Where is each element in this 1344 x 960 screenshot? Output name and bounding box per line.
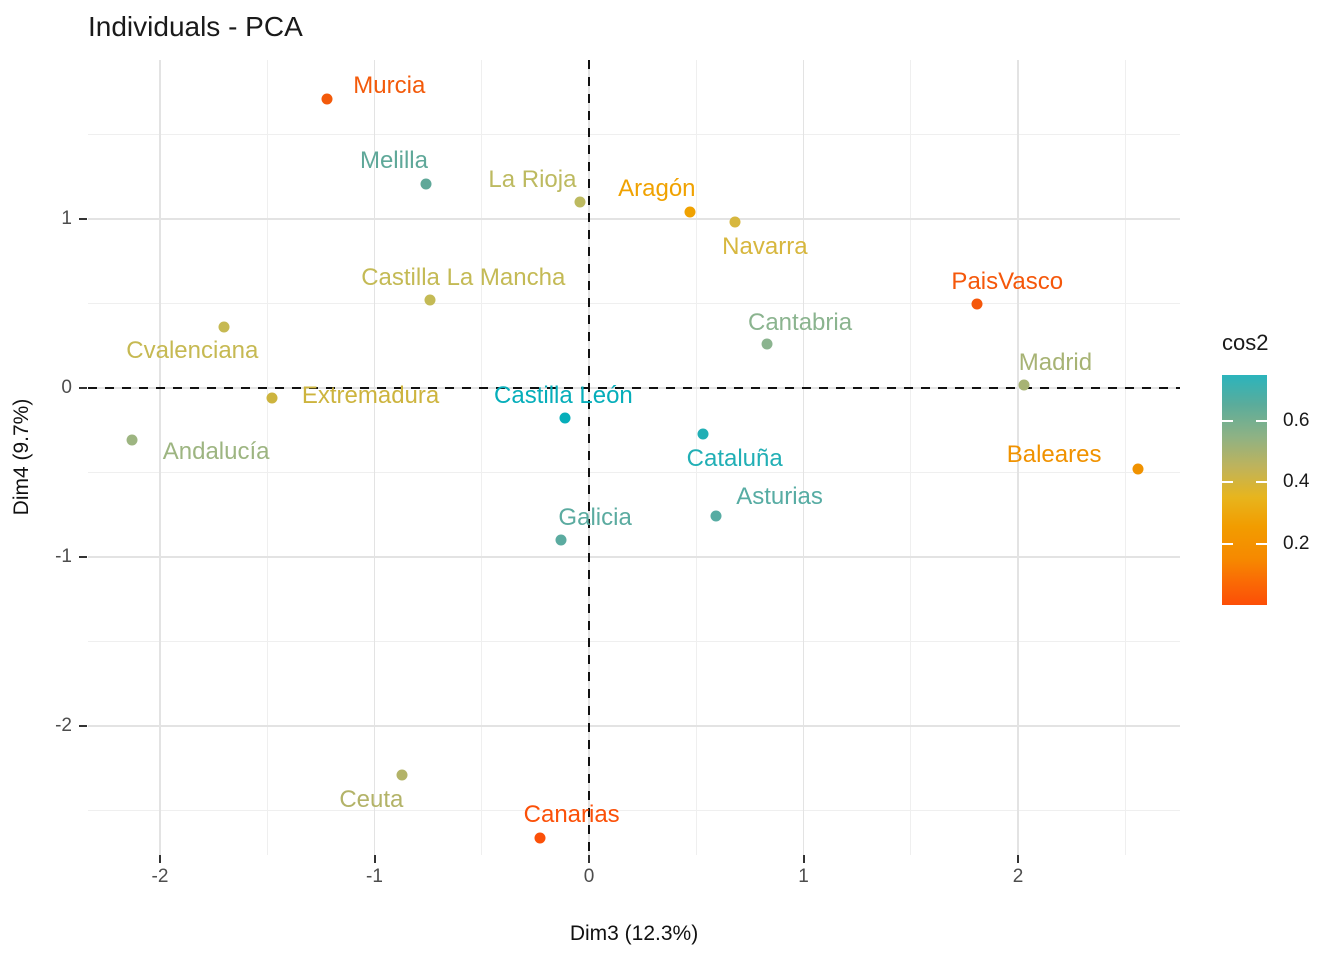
data-point-cataluna (697, 428, 709, 440)
gridline-x-minor (481, 60, 483, 855)
x-tick-label: 2 (1012, 866, 1024, 887)
x-axis-tick (588, 855, 590, 863)
reference-line-y0 (88, 386, 1180, 390)
point-label-paisvasco: PaisVasco (951, 267, 1064, 295)
legend-tick-notch-left (1222, 481, 1233, 484)
gridline-y-minor (88, 472, 1180, 473)
gridline-y-major (88, 725, 1180, 727)
data-point-la-rioja (574, 196, 586, 208)
point-label-la-rioja: La Rioja (488, 166, 577, 194)
gridline-y-minor (88, 641, 1180, 642)
data-point-castilla-la-mancha (424, 294, 436, 306)
gridline-x-major (1017, 60, 1019, 855)
y-tick-label: -2 (55, 715, 72, 736)
point-label-aragon: Aragón (618, 175, 696, 203)
point-label-cantabria: Cantabria (748, 309, 853, 337)
data-point-asturias (710, 510, 722, 522)
data-point-ceuta (396, 769, 408, 781)
point-label-cvalenciana: Cvalenciana (126, 337, 259, 365)
x-axis-tick (1017, 855, 1019, 863)
x-tick-label: -1 (366, 866, 383, 887)
legend-tick-label: 0.6 (1283, 410, 1310, 431)
data-point-cvalenciana (218, 321, 230, 333)
legend-tick-notch-right (1256, 481, 1267, 484)
data-point-castilla-leon (559, 412, 571, 424)
gridline-y-major (88, 556, 1180, 558)
y-axis-tick (79, 556, 87, 558)
point-label-castilla-leon: Castilla León (494, 382, 633, 410)
data-point-melilla (420, 178, 432, 189)
legend-tick-notch-left (1222, 542, 1233, 545)
gridline-x-major (802, 60, 805, 855)
point-label-castilla-la-mancha: Castilla La Mancha (361, 264, 566, 292)
data-point-andalucia (126, 434, 138, 446)
data-point-galicia (555, 534, 567, 546)
legend-tick-label: 0.2 (1283, 532, 1310, 554)
gridline-x-major (159, 60, 161, 855)
y-tick-label: -1 (55, 546, 72, 567)
legend-gradient-bar (1222, 375, 1267, 605)
x-axis-title: Dim3 (12.3%) (569, 922, 699, 945)
point-label-extremadura: Extremadura (301, 382, 440, 410)
data-point-paisvasco (971, 298, 983, 309)
data-point-murcia (321, 93, 333, 105)
point-label-cataluna: Cataluña (686, 444, 783, 472)
plot-panel: Murcia Melilla La Rioja Aragón Navarra Castil… (88, 60, 1180, 855)
legend-tick-notch-left (1222, 420, 1233, 422)
gridline-y-minor (88, 134, 1180, 135)
gridline-y-minor (88, 303, 1180, 304)
x-tick-label: 1 (798, 866, 809, 887)
point-label-baleares: Baleares (1006, 441, 1102, 469)
data-point-extremadura (266, 392, 278, 404)
data-point-cantabria (761, 338, 773, 350)
point-label-navarra: Navarra (722, 233, 808, 261)
point-label-madrid: Madrid (1018, 348, 1093, 376)
gridline-x-minor (910, 60, 912, 855)
data-point-aragon (684, 206, 696, 218)
data-point-navarra (729, 216, 741, 228)
gridline-x-major (373, 60, 376, 855)
point-label-murcia: Murcia (353, 72, 426, 99)
gridline-x-minor (695, 60, 697, 855)
y-tick-label: 0 (61, 377, 72, 398)
y-axis-tick (79, 218, 87, 220)
point-label-canarias: Canarias (523, 800, 620, 828)
legend-title: cos2 (1222, 330, 1269, 355)
point-label-ceuta: Ceuta (339, 786, 404, 813)
point-label-melilla: Melilla (359, 146, 428, 174)
point-label-asturias: Asturias (736, 483, 823, 511)
point-label-andalucia: Andalucía (162, 438, 270, 466)
legend-tick-notch-right (1256, 542, 1267, 545)
plot-title: Individuals - PCA (88, 11, 303, 42)
x-tick-label: -2 (151, 866, 169, 887)
y-axis-title: Dim4 (9.7%) (10, 398, 33, 516)
reference-line-x0 (587, 60, 591, 855)
data-point-madrid (1018, 379, 1030, 391)
x-axis-tick (802, 855, 805, 863)
gridline-x-minor (266, 60, 268, 855)
x-axis-tick (159, 855, 161, 863)
gridline-y-major (88, 218, 1180, 220)
legend-cos2: cos2 0.6 0.4 0.2 (1222, 330, 1344, 620)
x-tick-label: 0 (583, 866, 595, 887)
data-point-baleares (1132, 463, 1144, 475)
legend-tick-notch-right (1256, 420, 1267, 422)
y-tick-label: 1 (61, 208, 72, 229)
gridline-y-minor (88, 810, 1180, 811)
y-axis-tick (79, 387, 87, 389)
gridline-x-minor (1124, 60, 1126, 855)
y-axis-tick (79, 725, 87, 727)
data-point-canarias (534, 832, 546, 844)
point-label-galicia: Galicia (558, 504, 632, 532)
x-axis-tick (373, 855, 376, 863)
legend-tick-label: 0.4 (1283, 471, 1310, 493)
